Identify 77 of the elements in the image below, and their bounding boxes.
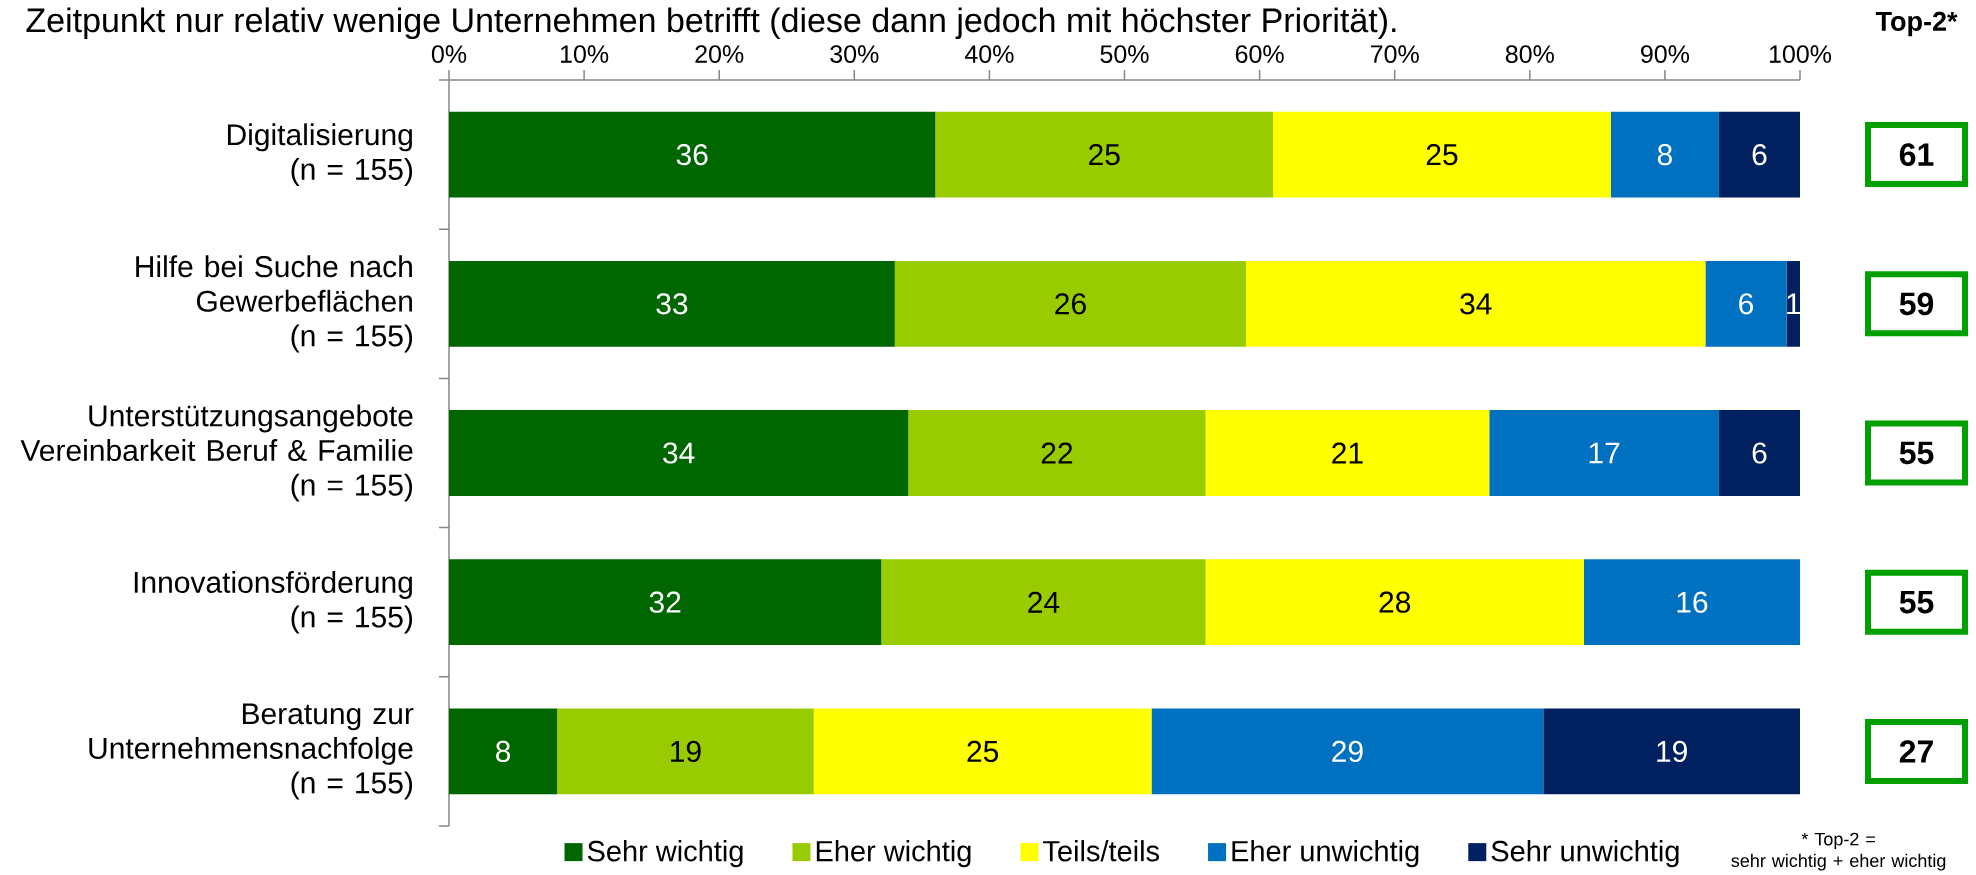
- bar: [449, 708, 558, 795]
- y-tick-label: Unterstützungsangebote Vereinbarkeit Beruf & Familie (n = 155): [20, 404, 413, 502]
- bar: [1718, 111, 1800, 198]
- bar: [449, 410, 909, 496]
- data-label: 36: [676, 143, 708, 166]
- y-tick-label: Beratung zur Unternehmensnachfolge (n = 155): [89, 703, 414, 800]
- x-tick-label: 30%: [830, 45, 879, 63]
- data-label: 34: [1460, 293, 1492, 315]
- data-label: 25: [967, 740, 999, 763]
- data-label: 17: [1589, 442, 1620, 464]
- bar: [1205, 559, 1584, 646]
- data-label: 8: [1657, 143, 1672, 166]
- data-label: 22: [1041, 442, 1073, 464]
- data-label: 8: [496, 740, 511, 763]
- bar: [1610, 111, 1719, 198]
- bar: [894, 260, 1247, 347]
- data-label: 25: [1089, 143, 1120, 166]
- x-tick-label: 10%: [561, 45, 609, 63]
- bar: [1205, 410, 1490, 496]
- bar: [935, 111, 1274, 198]
- y-tick-label: Digitalisierung (n = 155): [227, 123, 413, 186]
- data-label: 6: [1739, 293, 1753, 315]
- data-label: 27: [1899, 740, 1933, 763]
- x-tick-label: 50%: [1100, 45, 1149, 63]
- data-label: 25: [1426, 143, 1458, 166]
- y-tick-label: Innovationsförderung (n = 155): [134, 570, 413, 634]
- bar: [1583, 559, 1800, 646]
- y-tick-label: Hilfe bei Suche nach Gewerbeflächen (n = 155): [136, 255, 413, 353]
- x-tick-label: 70%: [1370, 45, 1419, 63]
- bar: [1489, 410, 1719, 496]
- legend-label: Teils/teils: [1043, 840, 1160, 862]
- bar: [1705, 260, 1787, 347]
- bar: [1543, 708, 1800, 795]
- data-label: 24: [1028, 591, 1060, 613]
- data-label: 55: [1899, 441, 1934, 465]
- bar: [881, 559, 1206, 646]
- bar: [1786, 260, 1800, 347]
- bar: [449, 260, 895, 347]
- data-label: 26: [1055, 293, 1086, 315]
- bar: [1273, 111, 1611, 198]
- data-label: 1: [1787, 293, 1801, 315]
- legend-label: Eher wichtig: [816, 840, 971, 868]
- data-label: 29: [1332, 740, 1363, 763]
- x-tick-label: 90%: [1641, 45, 1690, 63]
- data-label: 16: [1677, 591, 1708, 613]
- data-label: 32: [649, 591, 681, 613]
- legend-label: Sehr unwichtig: [1491, 840, 1679, 868]
- data-label: 33: [656, 293, 688, 315]
- data-label: 59: [1899, 292, 1934, 316]
- data-label: 6: [1752, 143, 1767, 166]
- bar: [1718, 410, 1800, 496]
- data-label: 19: [1657, 740, 1687, 763]
- legend-label: Sehr wichtig: [587, 840, 743, 868]
- data-label: 6: [1752, 442, 1767, 464]
- x-tick-label: 100%: [1769, 45, 1832, 63]
- legend-label: Eher unwichtig: [1232, 840, 1419, 868]
- chart-title: Zeitpunkt nur relativ wenige Unternehmen betrifft (diese dann jedoch mit höchster Priorität).: [26, 7, 1396, 40]
- data-label: 28: [1379, 591, 1411, 613]
- bar: [813, 708, 1152, 795]
- bar: [449, 111, 936, 198]
- bar: [1246, 260, 1706, 347]
- x-tick-label: 80%: [1505, 45, 1554, 63]
- x-tick-label: 60%: [1235, 45, 1284, 63]
- data-label: 19: [671, 740, 701, 763]
- data-label: 34: [663, 442, 695, 464]
- data-label: 61: [1899, 143, 1934, 166]
- x-tick-label: 20%: [695, 45, 744, 63]
- text: * Top-2 = sehr wichtig + eher wichtig: [1731, 832, 1946, 871]
- x-tick-label: 40%: [964, 45, 1014, 63]
- data-label: 55: [1899, 591, 1934, 614]
- bar: [1151, 708, 1544, 795]
- bar: [557, 708, 814, 795]
- bar: [908, 410, 1206, 496]
- data-label: 21: [1332, 442, 1363, 464]
- x-tick-label: 0%: [431, 45, 467, 63]
- text: Top-2*: [1875, 11, 1958, 37]
- bar: [449, 559, 882, 646]
